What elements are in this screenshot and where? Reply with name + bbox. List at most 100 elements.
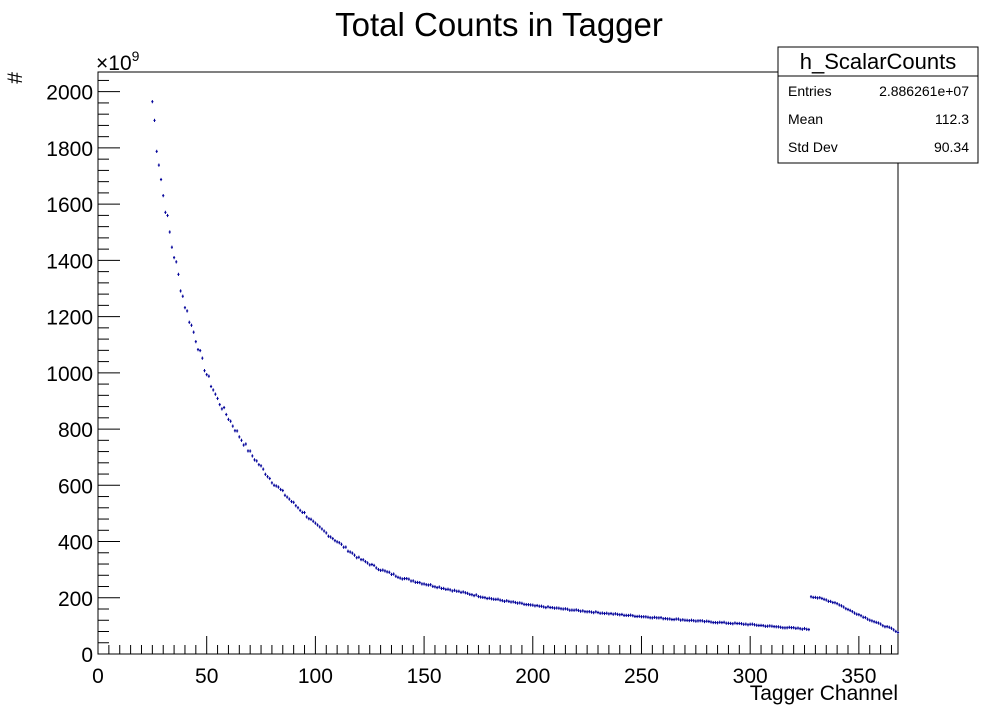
data-point xyxy=(579,609,582,613)
data-point xyxy=(707,619,710,624)
y-tick-label: 600 xyxy=(58,475,93,498)
data-point xyxy=(701,619,704,623)
data-point xyxy=(631,614,634,618)
data-point xyxy=(888,625,891,629)
data-point xyxy=(799,627,802,631)
data-point xyxy=(805,627,808,631)
data-point xyxy=(712,620,715,625)
data-point xyxy=(318,525,321,529)
data-point xyxy=(212,388,215,392)
data-point xyxy=(690,618,693,622)
data-point xyxy=(338,541,341,545)
data-point xyxy=(503,599,506,603)
data-point xyxy=(601,611,604,615)
data-point xyxy=(466,591,469,595)
data-point xyxy=(783,626,787,630)
data-point xyxy=(533,604,537,608)
data-point xyxy=(768,624,771,628)
data-point xyxy=(353,553,356,557)
data-point xyxy=(746,623,750,627)
data-point xyxy=(612,612,615,616)
data-point xyxy=(825,598,828,602)
data-point xyxy=(753,623,756,627)
data-point xyxy=(451,589,454,593)
data-point xyxy=(186,309,189,313)
x-axis: 0 50 100 150 200 250 300 350 xyxy=(92,636,892,688)
data-point xyxy=(203,369,206,373)
data-point xyxy=(164,210,167,214)
data-point xyxy=(807,627,810,632)
data-point xyxy=(399,576,402,580)
data-point xyxy=(751,622,754,626)
data-point xyxy=(562,607,565,611)
data-point xyxy=(177,272,180,276)
data-point xyxy=(470,593,474,597)
data-point xyxy=(570,608,574,612)
data-point xyxy=(429,583,432,587)
data-point xyxy=(418,581,421,585)
data-point xyxy=(288,497,291,501)
data-point xyxy=(372,563,376,568)
stats-entries-value: 2.886261e+07 xyxy=(879,83,969,99)
data-point xyxy=(844,607,847,611)
data-point xyxy=(420,582,424,586)
data-point xyxy=(688,619,691,623)
data-point xyxy=(496,597,500,601)
data-point xyxy=(207,374,210,378)
data-point xyxy=(653,615,656,619)
data-point xyxy=(244,442,247,446)
chart-title: Total Counts in Tagger xyxy=(335,6,663,43)
data-point xyxy=(488,596,491,600)
data-point xyxy=(572,608,576,612)
data-point xyxy=(809,595,813,599)
data-point xyxy=(559,607,563,611)
data-point xyxy=(438,585,441,589)
data-point xyxy=(312,519,315,523)
data-point xyxy=(775,625,778,629)
data-point xyxy=(857,613,860,617)
y-multiplier-exponent: 9 xyxy=(132,48,140,64)
data-point xyxy=(192,330,195,334)
data-point xyxy=(172,256,176,260)
data-point xyxy=(329,535,332,539)
data-point xyxy=(679,618,682,622)
data-point xyxy=(536,603,539,608)
data-point xyxy=(657,616,660,620)
y-axis-multiplier: ×109 xyxy=(96,48,140,75)
data-point xyxy=(344,545,347,549)
data-point xyxy=(742,622,745,626)
data-point xyxy=(179,289,182,293)
data-point xyxy=(514,600,517,605)
data-point xyxy=(242,443,245,447)
data-point xyxy=(159,177,163,182)
data-point xyxy=(849,608,852,613)
data-point xyxy=(590,610,593,614)
data-point xyxy=(659,616,663,620)
y-tick-label: 800 xyxy=(58,419,93,442)
data-point xyxy=(246,449,250,453)
data-point xyxy=(870,619,874,623)
data-point xyxy=(716,621,719,625)
data-point xyxy=(425,583,428,587)
data-point xyxy=(433,585,437,589)
data-point xyxy=(327,534,330,538)
data-point xyxy=(414,580,417,584)
data-point xyxy=(309,517,313,521)
data-point xyxy=(627,613,630,618)
data-point xyxy=(507,599,510,604)
data-point xyxy=(453,588,456,592)
data-point xyxy=(886,625,889,629)
data-point xyxy=(633,614,637,618)
data-point xyxy=(859,614,863,618)
data-point xyxy=(314,521,317,525)
data-point xyxy=(377,567,380,572)
data-point xyxy=(516,601,519,605)
data-point xyxy=(225,412,228,417)
data-point xyxy=(240,438,243,442)
data-point xyxy=(686,618,689,622)
data-point xyxy=(894,629,897,634)
data-point xyxy=(629,613,632,617)
data-point xyxy=(492,597,495,601)
data-point xyxy=(370,562,374,567)
data-point xyxy=(325,531,328,535)
